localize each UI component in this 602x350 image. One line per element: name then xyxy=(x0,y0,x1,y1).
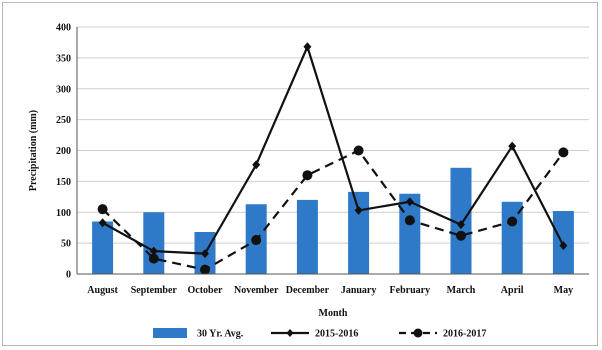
y-tick-label: 50 xyxy=(61,239,71,250)
bar-30yr-avg xyxy=(348,191,370,274)
point-2016-2017 xyxy=(148,253,159,264)
point-2016-2017 xyxy=(507,216,518,227)
x-tick-label: November xyxy=(234,285,279,296)
point-2015-2016 xyxy=(149,246,158,256)
point-2015-2016 xyxy=(405,197,414,207)
chart-frame: 0 50 100 150 200 250 300 350 400 August September… xyxy=(2,2,598,346)
point-2016-2017 xyxy=(404,215,415,226)
bar-30yr-avg xyxy=(399,193,421,274)
bar-30yr-avg xyxy=(92,221,114,274)
x-tick-label: February xyxy=(390,285,431,296)
legend-swatch-bar xyxy=(153,328,187,338)
y-tick-labels: 0 50 100 150 200 250 300 350 400 xyxy=(56,23,71,281)
line-2015-2016 xyxy=(102,45,565,255)
axes xyxy=(76,27,589,275)
x-tick-label: March xyxy=(447,285,476,296)
x-tick-label: December xyxy=(286,285,330,296)
point-2015-2016 xyxy=(303,42,312,52)
y-tick-label: 100 xyxy=(56,208,71,219)
x-tick-label: August xyxy=(87,285,118,296)
x-tick-label: October xyxy=(188,285,224,296)
bar-30yr-avg xyxy=(143,212,165,274)
x-tick-label: April xyxy=(501,285,524,296)
point-2016-2017 xyxy=(353,145,364,156)
legend-marker xyxy=(413,328,423,338)
point-2015-2016 xyxy=(508,141,517,151)
line-series xyxy=(97,42,569,275)
point-2016-2017 xyxy=(456,230,466,241)
x-tick-labels: August September October November December Ja… xyxy=(87,285,573,296)
y-tick-label: 300 xyxy=(56,84,71,95)
y-tick-label: 150 xyxy=(56,177,71,188)
point-2016-2017 xyxy=(200,264,210,275)
x-tick-label: September xyxy=(131,285,178,296)
point-2016-2017 xyxy=(251,235,262,246)
point-2015-2016 xyxy=(559,241,568,251)
point-2016-2017 xyxy=(558,147,569,158)
legend-label: 2015-2016 xyxy=(315,329,358,340)
precipitation-chart: 0 50 100 150 200 250 300 350 400 August September… xyxy=(28,23,589,340)
point-2016-2017 xyxy=(302,170,313,181)
legend-label: 30 Yr. Avg. xyxy=(197,329,244,340)
y-tick-label: 0 xyxy=(66,270,71,281)
x-tick-label: May xyxy=(554,285,573,296)
point-2015-2016 xyxy=(201,249,209,259)
y-tick-label: 350 xyxy=(56,53,71,64)
y-tick-label: 200 xyxy=(56,146,71,157)
x-axis-title: Month xyxy=(319,308,348,319)
point-2015-2016 xyxy=(252,160,261,170)
line-2016-2017 xyxy=(101,149,565,271)
x-tick-label: January xyxy=(341,285,377,296)
point-2016-2017 xyxy=(97,204,108,215)
bar-30yr-avg xyxy=(501,201,523,274)
point-2015-2016 xyxy=(98,218,107,228)
y-tick-label: 250 xyxy=(56,115,71,126)
point-2015-2016 xyxy=(354,205,363,215)
legend-marker xyxy=(286,329,294,337)
y-tick-label: 400 xyxy=(56,23,71,34)
point-2015-2016 xyxy=(457,220,465,230)
legend: 30 Yr. Avg. 2015-2016 2016-2017 xyxy=(153,328,486,340)
legend-label: 2016-2017 xyxy=(443,329,486,340)
bar-series xyxy=(92,167,574,274)
y-axis-title: Precipitation (mm) xyxy=(28,110,39,191)
bar-30yr-avg xyxy=(296,199,318,274)
